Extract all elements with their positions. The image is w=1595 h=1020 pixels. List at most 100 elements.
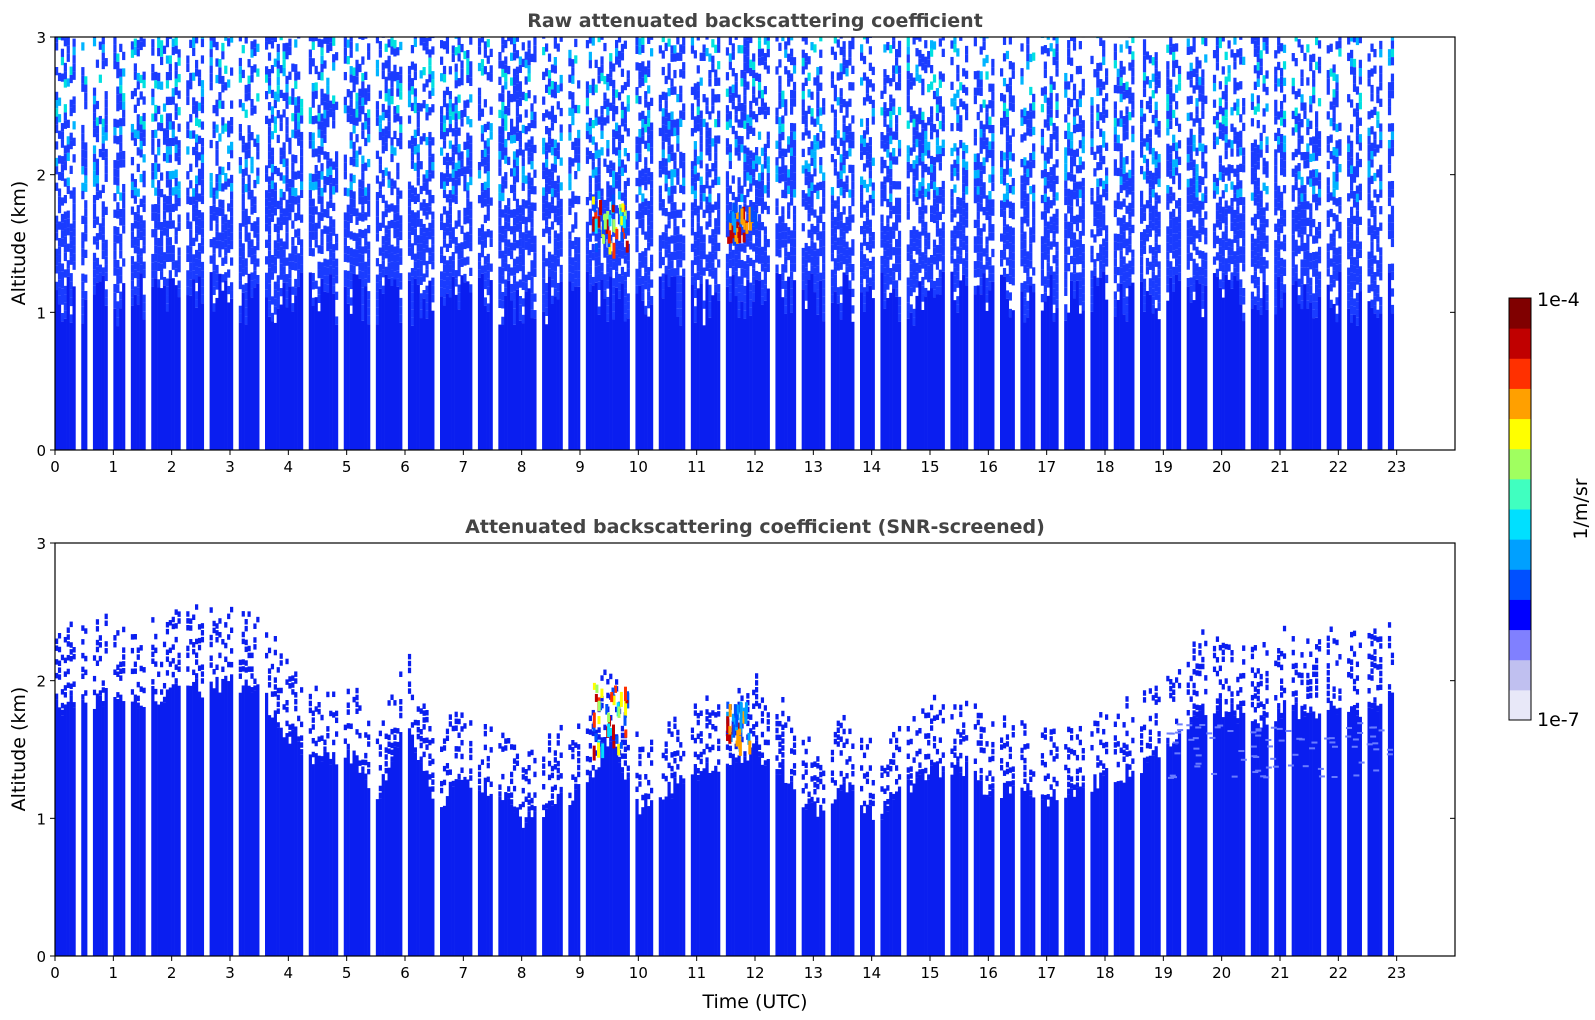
noise-cell xyxy=(445,111,450,120)
noise-cell xyxy=(512,43,517,53)
noise-cell xyxy=(667,170,671,179)
noise-cell xyxy=(647,291,651,301)
noise-cell xyxy=(431,79,435,88)
noise-cell xyxy=(810,232,814,241)
noise-cell xyxy=(510,127,514,136)
noise-cell xyxy=(860,242,864,251)
noise-cell xyxy=(781,189,785,199)
noise-cell xyxy=(518,279,522,288)
noise-cell xyxy=(425,227,429,237)
noise-cell xyxy=(265,165,269,174)
noise-cell xyxy=(396,245,400,254)
noise-cell xyxy=(585,221,590,231)
noise-cell xyxy=(860,143,864,152)
noise-cell xyxy=(822,188,826,198)
signal-column xyxy=(667,286,671,450)
noise-cell xyxy=(197,259,202,268)
noise-cell xyxy=(615,147,619,156)
noise-cell xyxy=(749,175,753,184)
noise-cell xyxy=(778,240,782,250)
noise-cell xyxy=(192,212,196,222)
noise-cell xyxy=(816,182,820,191)
noise-cell xyxy=(352,150,356,159)
noise-cell xyxy=(778,133,782,142)
noise-cell xyxy=(276,76,280,86)
noise-cell xyxy=(693,306,697,315)
signal-column xyxy=(752,301,756,450)
noise-cell xyxy=(209,49,213,58)
noise-cell xyxy=(98,272,102,282)
noise-cell xyxy=(55,108,59,117)
noise-cell xyxy=(921,285,925,294)
noise-cell xyxy=(192,254,196,263)
noise-cell xyxy=(950,197,954,206)
noise-cell xyxy=(413,63,417,72)
noise-cell xyxy=(924,271,928,280)
noise-cell xyxy=(676,52,680,61)
noise-cell xyxy=(833,167,837,176)
noise-cell xyxy=(638,178,642,187)
noise-cell xyxy=(556,200,560,209)
signal-column xyxy=(822,321,826,450)
noise-cell xyxy=(460,118,464,127)
noise-cell xyxy=(757,189,762,198)
noise-cell xyxy=(165,245,170,254)
noise-cell xyxy=(282,191,286,201)
noise-cell xyxy=(332,62,336,71)
noise-cell xyxy=(906,70,910,80)
noise-cell xyxy=(160,56,164,66)
noise-cell xyxy=(81,75,85,84)
noise-cell xyxy=(804,37,808,45)
noise-cell xyxy=(361,130,365,140)
noise-cell xyxy=(390,261,394,270)
signal-column xyxy=(938,294,942,450)
noise-cell xyxy=(139,37,143,42)
noise-cell xyxy=(839,178,843,188)
noise-cell xyxy=(66,218,70,228)
noise-cell xyxy=(623,189,627,198)
noise-cell xyxy=(574,212,578,221)
noise-cell xyxy=(623,247,627,256)
noise-cell xyxy=(349,90,353,100)
noise-cell xyxy=(816,265,820,274)
noise-cell xyxy=(927,50,931,60)
noise-cell xyxy=(714,160,718,169)
noise-cell xyxy=(177,247,181,256)
noise-cell xyxy=(617,290,622,299)
noise-cell xyxy=(542,37,546,39)
noise-cell xyxy=(416,251,420,260)
noise-cell xyxy=(119,43,123,53)
noise-cell xyxy=(889,268,893,277)
noise-cell xyxy=(504,105,508,115)
noise-cell xyxy=(285,166,289,175)
noise-cell xyxy=(92,252,97,262)
noise-cell xyxy=(270,188,275,198)
noise-cell xyxy=(591,153,595,162)
noise-cell xyxy=(151,270,155,279)
noise-cell xyxy=(553,271,557,281)
noise-cell xyxy=(451,177,455,186)
noise-cell xyxy=(349,189,353,199)
noise-cell xyxy=(714,201,718,210)
noise-cell xyxy=(326,94,330,103)
noise-cell xyxy=(200,38,205,48)
noise-cell xyxy=(60,271,65,280)
signal-column xyxy=(489,280,493,450)
noise-cell xyxy=(480,265,485,274)
noise-cell xyxy=(918,256,922,265)
noise-cell xyxy=(358,196,362,205)
signal-column xyxy=(422,298,426,450)
noise-cell xyxy=(650,188,654,197)
noise-cell xyxy=(498,233,502,242)
signal-column xyxy=(553,296,557,450)
noise-cell xyxy=(547,260,552,269)
noise-cell xyxy=(533,268,537,278)
noise-cell xyxy=(833,142,837,151)
noise-cell xyxy=(615,48,619,57)
noise-cell xyxy=(139,231,143,241)
noise-cell xyxy=(801,107,805,116)
noise-cell xyxy=(676,234,680,243)
noise-cell xyxy=(906,203,910,212)
noise-cell xyxy=(116,169,120,178)
noise-cell xyxy=(892,205,896,215)
